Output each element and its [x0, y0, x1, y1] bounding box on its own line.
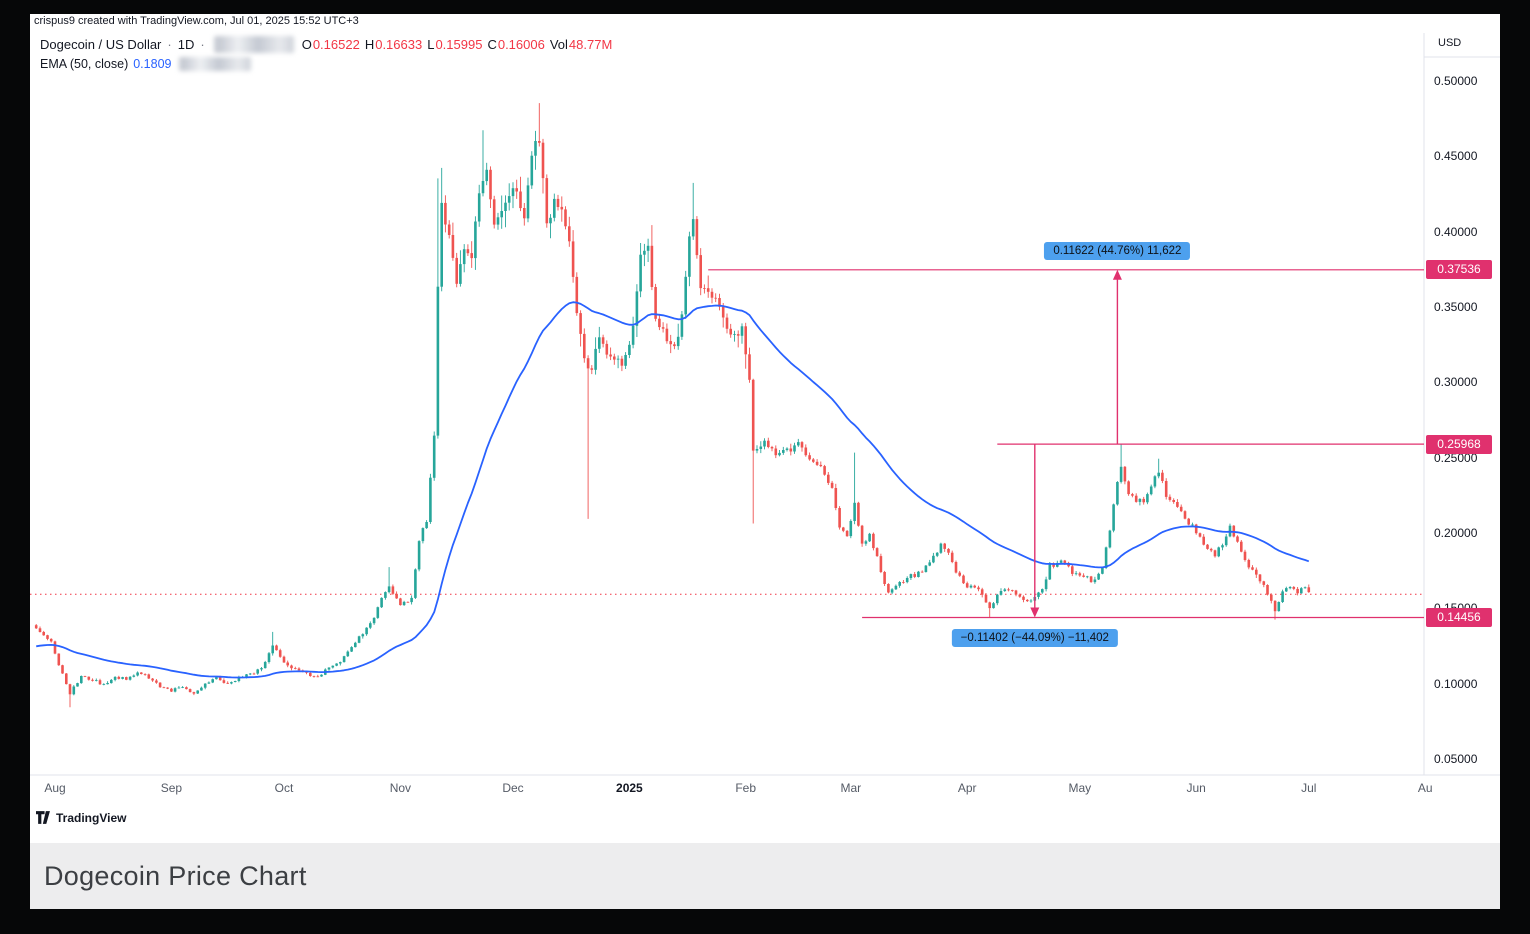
open-value: 0.16522 — [312, 37, 360, 52]
close-value: 0.16006 — [497, 37, 545, 52]
tradingview-logo-icon — [36, 811, 50, 824]
indicator-legend-row[interactable]: EMA (50, close) 0.1809 — [40, 57, 254, 71]
price-tick-label: 0.25000 — [1434, 450, 1478, 465]
low-value: 0.15995 — [435, 37, 483, 52]
price-level-badge[interactable]: 0.25968 — [1426, 434, 1492, 454]
price-level-badge[interactable]: 0.37536 — [1426, 260, 1492, 280]
time-tick-label: Apr — [957, 781, 977, 795]
time-tick-label: Au — [1417, 781, 1433, 795]
volume-label: Vol — [549, 37, 568, 52]
time-tick-label: Jun — [1186, 781, 1206, 795]
high-label: H — [364, 37, 375, 52]
time-tick-label: Feb — [735, 781, 757, 795]
volume-stat: Vol 48.77M — [550, 37, 612, 52]
measure-label-badge[interactable]: −0.11402 (−44.09%) −11,402 — [951, 628, 1118, 647]
time-tick-label: Jul — [1301, 781, 1317, 795]
symbol-legend-row[interactable]: Dogecoin / US Dollar · 1D · O 0.16522 H … — [40, 36, 612, 53]
price-tick-label: 0.45000 — [1434, 149, 1478, 164]
price-tick-label: 0.20000 — [1434, 526, 1478, 540]
price-tick-label: 0.30000 — [1434, 375, 1478, 390]
measure-label-badge[interactable]: 0.11622 (44.76%) 11,622 — [1044, 241, 1191, 260]
time-tick-label: 2025 — [616, 781, 643, 795]
open-label: O — [301, 37, 312, 52]
chart-panel — [30, 14, 1500, 843]
price-level-badge[interactable]: 0.14456 — [1426, 608, 1492, 627]
volume-value: 48.77M — [568, 37, 613, 52]
redacted-blur-patch — [179, 57, 252, 71]
time-tick-label: Mar — [840, 781, 862, 795]
time-tick-label: Nov — [389, 781, 412, 795]
indicator-label: EMA (50, close) — [40, 57, 129, 71]
price-tick-label: 0.05000 — [1434, 752, 1478, 766]
ohlc-open: O 0.16522 — [302, 37, 360, 52]
tradingview-logo[interactable]: TradingView — [36, 810, 126, 825]
time-tick-label: Aug — [44, 781, 66, 795]
attribution-text: crispus9 created with TradingView.com, J… — [34, 15, 359, 27]
legend-separator: · — [167, 37, 172, 52]
symbol-title: Dogecoin / US Dollar — [40, 37, 162, 52]
time-tick-label: Oct — [274, 781, 294, 795]
price-axis-currency-label: USD — [1438, 37, 1462, 49]
interval-label: 1D — [177, 37, 195, 52]
low-label: L — [427, 37, 435, 52]
price-tick-label: 0.10000 — [1434, 676, 1478, 691]
indicator-value: 0.1809 — [133, 57, 172, 71]
chart-title-banner: Dogecoin Price Chart — [30, 843, 1500, 909]
close-label: C — [487, 37, 497, 52]
price-tick-label: 0.50000 — [1434, 74, 1478, 88]
high-value: 0.16633 — [375, 37, 423, 52]
redacted-blur-patch — [213, 36, 294, 53]
time-tick-label: May — [1068, 781, 1092, 795]
ohlc-low: L 0.15995 — [427, 37, 482, 52]
ohlc-close: C 0.16006 — [487, 37, 544, 52]
page-title: Dogecoin Price Chart — [44, 860, 307, 891]
price-tick-label: 0.15000 — [1434, 601, 1478, 616]
legend-separator: · — [200, 37, 205, 52]
tradingview-logo-text: TradingView — [56, 810, 127, 825]
ohlc-high: H 0.16633 — [365, 37, 422, 52]
price-chart-canvas[interactable] — [30, 14, 1500, 843]
price-tick-label: 0.40000 — [1434, 224, 1478, 239]
time-tick-label: Dec — [502, 781, 524, 795]
time-tick-label: Sep — [160, 781, 183, 795]
price-tick-label: 0.35000 — [1434, 300, 1478, 314]
